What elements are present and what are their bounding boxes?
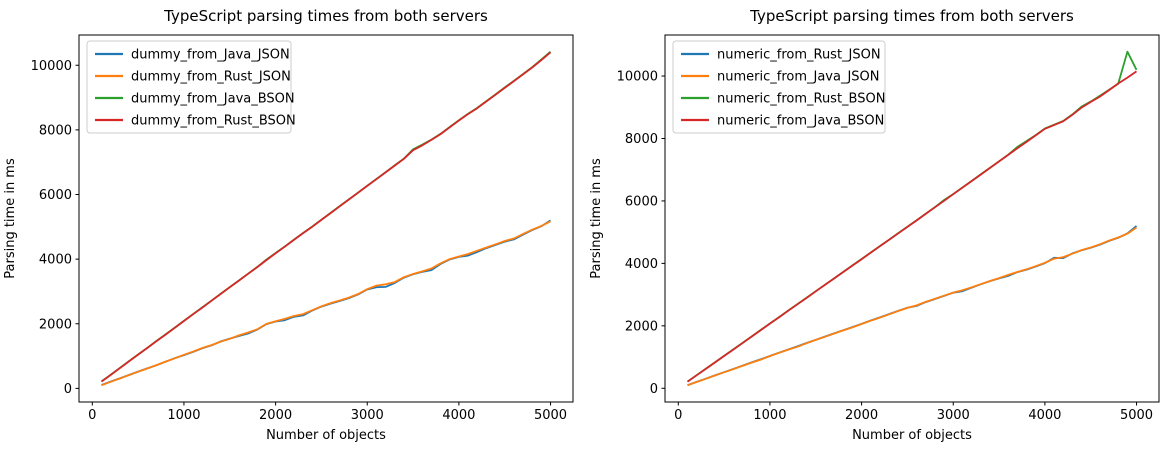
x-tick-label: 1000	[167, 408, 200, 423]
series-line-numeric_from_Java_BSON	[686, 70, 1138, 383]
y-axis-label: Parsing time in ms	[589, 158, 604, 279]
x-tick-label: 2000	[259, 408, 292, 423]
legend-box	[672, 40, 886, 134]
x-tick-label: 3000	[351, 408, 384, 423]
y-tick-label: 10000	[31, 59, 72, 74]
legend: dummy_from_Java_JSON dummy_from_Rust_JSON…	[86, 40, 296, 134]
y-tick-label: 4000	[39, 253, 72, 268]
legend-label: dummy_from_Rust_BSON	[131, 114, 296, 129]
x-tick-label: 4000	[1028, 408, 1061, 423]
x-tick-label: 3000	[937, 408, 970, 423]
series-line-dummy_from_Rust_JSON	[101, 220, 551, 387]
x-axis-label: Number of objects	[852, 428, 972, 443]
x-tick-label: 1000	[753, 408, 786, 423]
y-tick-label: 4000	[625, 257, 658, 272]
series-line-numeric_from_Java_JSON	[687, 226, 1138, 387]
legend-label: dummy_from_Java_JSON	[131, 48, 290, 63]
x-tick-label: 4000	[442, 408, 475, 423]
y-tick-label: 6000	[625, 194, 658, 209]
y-tick-label: 2000	[39, 317, 72, 332]
legend-label: dummy_from_Java_BSON	[131, 92, 295, 107]
x-axis-label: Number of objects	[266, 428, 386, 443]
y-tick-label: 8000	[625, 132, 658, 147]
x-tick-label: 2000	[845, 408, 878, 423]
plot-spines	[78, 34, 574, 403]
legend: numeric_from_Rust_JSON numeric_from_Java_…	[672, 40, 886, 134]
y-tick-label: 10000	[617, 70, 658, 85]
x-tick-label: 0	[674, 408, 682, 423]
chart-title: TypeScript parsing times from both serve…	[163, 7, 488, 25]
y-tick-label: 0	[64, 382, 72, 397]
y-tick-label: 6000	[39, 188, 72, 203]
legend-label: numeric_from_Java_BSON	[717, 114, 884, 129]
chart-canvas: 0 1000 2000 3000 4000 5000 0 2000 4000 6000 8000 10…	[589, 7, 1160, 443]
y-axis-label: Parsing time in ms	[3, 158, 18, 279]
x-tick-label: 5000	[1120, 408, 1153, 423]
y-tick-label: 8000	[39, 123, 72, 138]
legend-label: numeric_from_Rust_JSON	[717, 48, 881, 63]
series-line-dummy_from_Rust_BSON	[100, 51, 552, 383]
chart-canvas: 0 1000 2000 3000 4000 5000 0 2000 4000 6000 8000 10…	[3, 7, 574, 443]
legend-label: numeric_from_Rust_BSON	[717, 92, 885, 107]
y-tick-label: 0	[650, 382, 658, 397]
chart-left: 0 1000 2000 3000 4000 5000 0 2000 4000 6000 8000 10…	[3, 7, 574, 443]
legend-box	[86, 40, 292, 134]
legend-label: dummy_from_Rust_JSON	[131, 70, 291, 85]
plot-spines	[664, 34, 1160, 403]
x-tick-label: 5000	[534, 408, 567, 423]
chart-title: TypeScript parsing times from both serve…	[749, 7, 1074, 25]
chart-right: 0 1000 2000 3000 4000 5000 0 2000 4000 6000 8000 10…	[586, 0, 1172, 471]
legend-label: numeric_from_Java_JSON	[717, 70, 880, 85]
x-tick-label: 0	[88, 408, 96, 423]
y-tick-label: 2000	[625, 319, 658, 334]
